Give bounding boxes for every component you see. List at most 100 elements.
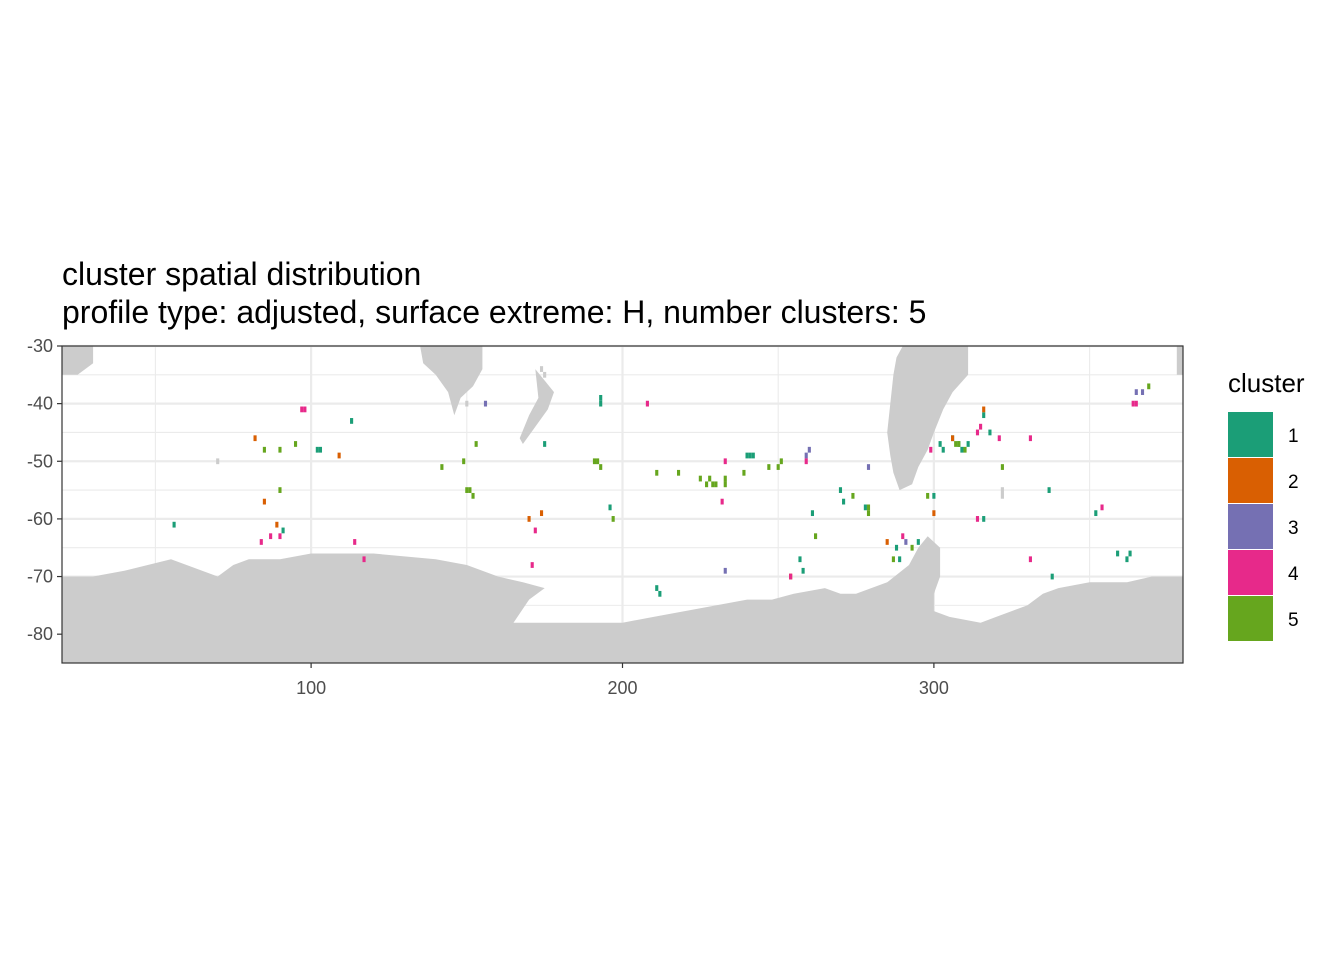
cluster-cell-5: [714, 481, 718, 488]
cluster-cell-1: [966, 441, 970, 447]
cluster-cell-4: [1028, 435, 1032, 442]
cluster-cell-4: [975, 429, 980, 436]
cluster-cell-5: [278, 487, 282, 493]
x-tick-label: 100: [296, 678, 326, 698]
cluster-cell-1: [842, 498, 846, 505]
cluster-cell-5: [1147, 383, 1151, 390]
cluster-cell-4: [278, 533, 282, 540]
cluster-cell-1: [315, 446, 319, 453]
cluster-cell-4: [645, 400, 649, 407]
map-panel: [61, 344, 1184, 664]
cluster-cell-5: [866, 510, 871, 517]
land-polygon: [1176, 346, 1183, 375]
cluster-cell-5: [655, 469, 659, 476]
axes: -30 -40 -50 -60 -70 -80 100 200 300: [27, 336, 949, 698]
cluster-cell-3: [1140, 389, 1145, 395]
cluster-cell-5: [705, 481, 709, 488]
cluster-cell-2: [527, 516, 531, 522]
legend-key-1: [1228, 412, 1273, 457]
cluster-cell-1: [599, 394, 603, 401]
cluster-cell-4: [269, 533, 273, 540]
cluster-cell-4: [1131, 400, 1135, 407]
cluster-cell-1: [988, 429, 992, 436]
cluster-cell-2: [337, 452, 341, 459]
legend-key-3: [1228, 504, 1273, 549]
cluster-cell-5: [278, 446, 282, 453]
cluster-cell-5: [440, 464, 444, 470]
land-cell: [1000, 492, 1004, 499]
cluster-cell-1: [658, 590, 662, 597]
cluster-cell-3: [1134, 389, 1138, 395]
legend: 1 2 3 4 5: [1228, 412, 1299, 641]
cluster-cells: [172, 383, 1151, 597]
y-tick-label: -50: [27, 451, 53, 471]
chart-title: cluster spatial distribution: [62, 256, 422, 292]
cluster-cell-1: [1125, 556, 1129, 563]
land-polygon: [62, 346, 94, 375]
cluster-cell-4: [929, 446, 933, 453]
cluster-cell-5: [767, 464, 771, 470]
cluster-cell-1: [1116, 550, 1120, 557]
cluster-cell-5: [474, 441, 478, 447]
cluster-cell-1: [960, 446, 964, 453]
cluster-cell-5: [711, 481, 715, 488]
cluster-cell-5: [742, 469, 746, 476]
cluster-cell-2: [885, 539, 889, 545]
cluster-cell-5: [866, 504, 871, 511]
cluster-cell-4: [720, 498, 724, 505]
cluster-cell-1: [932, 492, 936, 499]
cluster-cell-1: [838, 487, 843, 493]
cluster-cell-2: [262, 498, 266, 505]
cluster-cell-1: [655, 585, 659, 591]
cluster-cell-4: [353, 539, 357, 545]
cluster-cell-5: [963, 446, 967, 453]
cluster-cell-2: [253, 435, 257, 442]
cluster-cell-4: [975, 516, 980, 522]
legend-title: cluster: [1228, 368, 1305, 398]
cluster-cell-5: [471, 492, 475, 499]
land-cell: [539, 366, 544, 372]
cluster-cell-3: [904, 539, 908, 545]
land-polygon: [62, 536, 1183, 663]
cluster-cell-5: [708, 475, 712, 482]
y-tick-label: -30: [27, 336, 53, 356]
legend-label: 5: [1288, 610, 1299, 631]
cluster-cell-5: [465, 487, 469, 493]
cluster-cell-3: [723, 567, 727, 574]
land-polygon: [887, 346, 969, 491]
cluster-cell-4: [979, 423, 983, 430]
cluster-cell-5: [957, 441, 961, 447]
cluster-cell-2: [982, 406, 986, 413]
legend-label: 1: [1288, 426, 1299, 447]
land-polygon: [420, 346, 483, 416]
cluster-cell-5: [611, 516, 615, 522]
cluster-cell-1: [982, 412, 986, 419]
cluster-cell-1: [751, 452, 755, 459]
cluster-cell-5: [1000, 464, 1004, 470]
cluster-cell-5: [814, 533, 818, 540]
cluster-cell-1: [941, 446, 945, 453]
y-tick-label: -70: [27, 567, 53, 587]
cluster-cell-5: [468, 487, 472, 493]
cluster-cell-4: [901, 533, 905, 540]
legend-label: 3: [1288, 518, 1299, 539]
cluster-cell-5: [779, 458, 783, 465]
cluster-cell-4: [259, 539, 263, 545]
cluster-cell-4: [1028, 556, 1032, 563]
cluster-cell-1: [916, 539, 920, 545]
cluster-cell-1: [543, 441, 547, 447]
cluster-cell-1: [810, 510, 815, 517]
land-cell: [543, 371, 547, 378]
cluster-cell-1: [898, 556, 902, 563]
legend-key-5: [1228, 596, 1273, 641]
cluster-cell-4: [533, 527, 537, 534]
cluster-cell-5: [723, 481, 727, 488]
y-tick-label: -40: [27, 394, 53, 414]
cluster-cell-5: [910, 544, 914, 551]
cluster-cell-1: [608, 504, 612, 511]
cluster-cell-4: [530, 562, 534, 568]
cluster-cell-1: [350, 418, 354, 424]
cluster-cell-1: [894, 544, 899, 551]
cluster-cell-4: [789, 573, 793, 580]
